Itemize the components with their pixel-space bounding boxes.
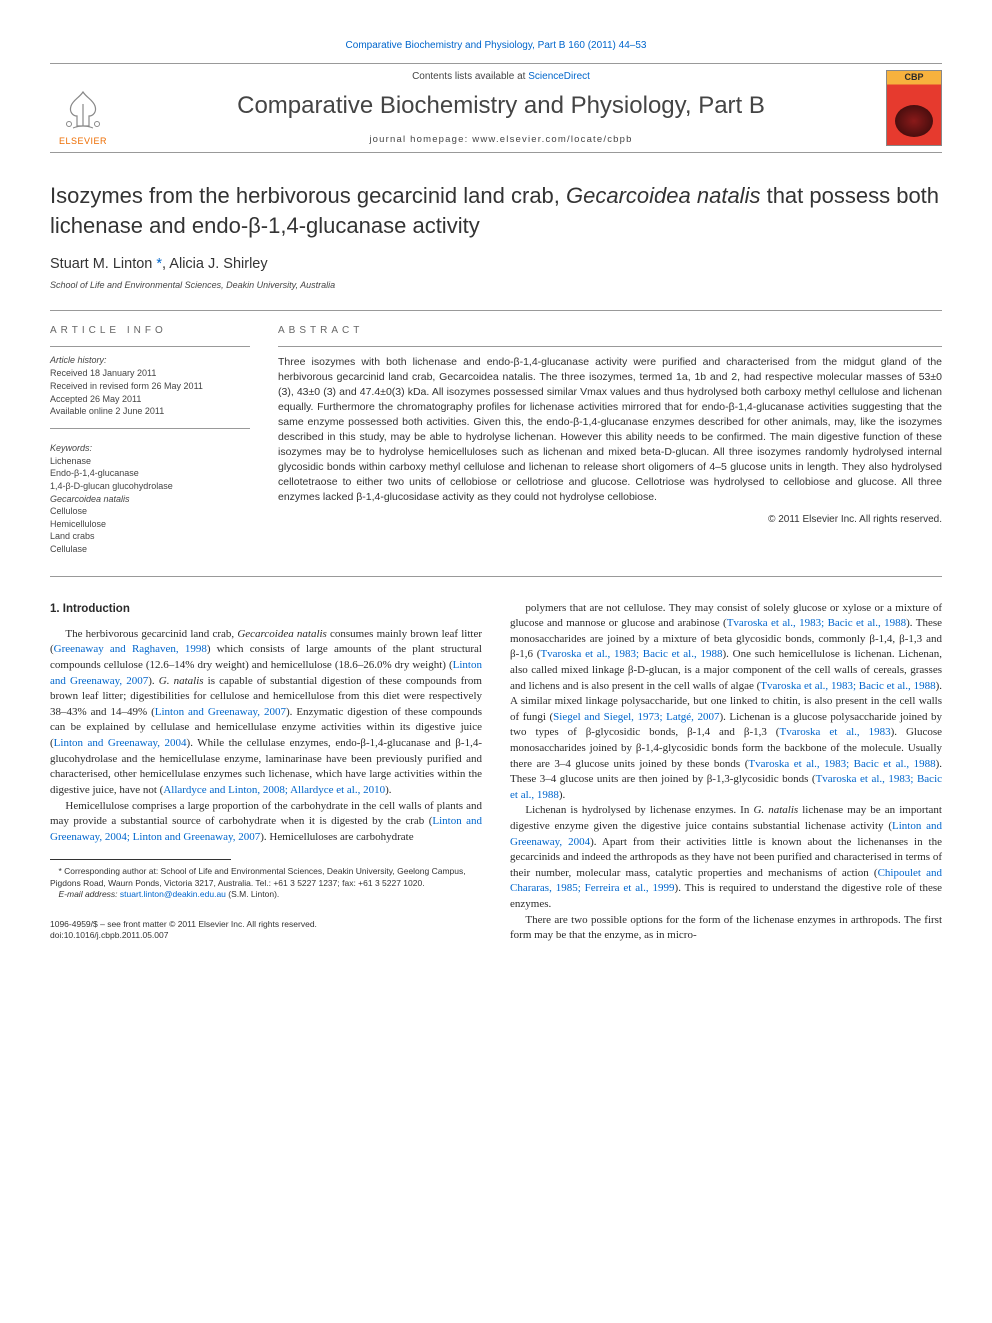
journal-title: Comparative Biochemistry and Physiology,… — [132, 92, 870, 120]
keyword: Hemicellulose — [50, 518, 250, 531]
abstract-column: abstract Three isozymes with both lichen… — [278, 325, 942, 555]
contents-lists-line: Contents lists available at ScienceDirec… — [132, 71, 870, 82]
footnotes: * Corresponding author at: School of Lif… — [50, 866, 482, 900]
elsevier-tree-icon — [59, 86, 107, 134]
email-label: E-mail address: — [59, 889, 120, 899]
abstract-heading: abstract — [278, 325, 942, 336]
journal-reference-line: Comparative Biochemistry and Physiology,… — [50, 40, 942, 51]
journal-cover-thumbnail — [886, 70, 942, 146]
contents-prefix: Contents lists available at — [412, 71, 528, 82]
abstract-text: Three isozymes with both lichenase and e… — [278, 355, 942, 504]
keyword: Endo-β-1,4-glucanase — [50, 467, 250, 480]
header-center: Contents lists available at ScienceDirec… — [132, 71, 870, 145]
history-revised: Received in revised form 26 May 2011 — [50, 380, 250, 393]
journal-ref-link[interactable]: Comparative Biochemistry and Physiology,… — [346, 40, 647, 51]
history-accepted: Accepted 26 May 2011 — [50, 393, 250, 406]
history-received: Received 18 January 2011 — [50, 367, 250, 380]
divider — [50, 576, 942, 577]
issn-line: 1096-4959/$ – see front matter © 2011 El… — [50, 919, 482, 930]
doi-line: doi:10.1016/j.cbpb.2011.05.007 — [50, 930, 482, 941]
keywords-label: Keywords: — [50, 443, 250, 453]
keyword: Cellulose — [50, 505, 250, 518]
keywords-block: Keywords: Lichenase Endo-β-1,4-glucanase… — [50, 443, 250, 556]
body-paragraph: polymers that are not cellulose. They ma… — [510, 601, 942, 804]
intro-heading: 1. Introduction — [50, 601, 482, 617]
author-email-link[interactable]: stuart.linton@deakin.edu.au — [120, 889, 226, 899]
divider — [278, 346, 942, 347]
divider — [50, 346, 250, 347]
article-info-column: article info Article history: Received 1… — [50, 325, 250, 555]
article-title: Isozymes from the herbivorous gecarcinid… — [50, 181, 942, 240]
keyword: 1,4-β-D-glucan glucohydrolase — [50, 480, 250, 493]
homepage-prefix: journal homepage: — [369, 134, 472, 145]
body-paragraph: Lichenan is hydrolysed by lichenase enzy… — [510, 803, 942, 912]
bottom-meta: 1096-4959/$ – see front matter © 2011 El… — [50, 919, 482, 942]
keyword: Gecarcoidea natalis — [50, 493, 250, 506]
author-list: Stuart M. Linton *, Alicia J. Shirley — [50, 256, 942, 272]
article-info-heading: article info — [50, 325, 250, 336]
email-suffix: (S.M. Linton). — [226, 889, 279, 899]
history-online: Available online 2 June 2011 — [50, 405, 250, 418]
keyword: Land crabs — [50, 530, 250, 543]
elsevier-logo: ELSEVIER — [50, 70, 116, 146]
keyword: Cellulase — [50, 543, 250, 556]
body-paragraph: The herbivorous gecarcinid land crab, Ge… — [50, 627, 482, 799]
article-body: 1. Introduction The herbivorous gecarcin… — [50, 601, 942, 944]
keyword: Lichenase — [50, 455, 250, 468]
abstract-copyright: © 2011 Elsevier Inc. All rights reserved… — [278, 514, 942, 525]
body-paragraph: There are two possible options for the f… — [510, 913, 942, 944]
sciencedirect-link[interactable]: ScienceDirect — [528, 71, 590, 82]
info-abstract-row: article info Article history: Received 1… — [50, 311, 942, 575]
corresponding-author-note: * Corresponding author at: School of Lif… — [50, 866, 482, 889]
journal-homepage-line: journal homepage: www.elsevier.com/locat… — [132, 134, 870, 145]
journal-header: ELSEVIER Contents lists available at Sci… — [50, 63, 942, 153]
homepage-url[interactable]: www.elsevier.com/locate/cbpb — [472, 134, 632, 145]
elsevier-wordmark: ELSEVIER — [59, 136, 107, 146]
email-line: E-mail address: stuart.linton@deakin.edu… — [50, 889, 482, 900]
divider — [50, 428, 250, 429]
footnote-separator — [50, 859, 231, 860]
article-history-label: Article history: — [50, 355, 250, 365]
author-affiliation: School of Life and Environmental Science… — [50, 280, 942, 290]
body-paragraph: Hemicellulose comprises a large proporti… — [50, 799, 482, 846]
